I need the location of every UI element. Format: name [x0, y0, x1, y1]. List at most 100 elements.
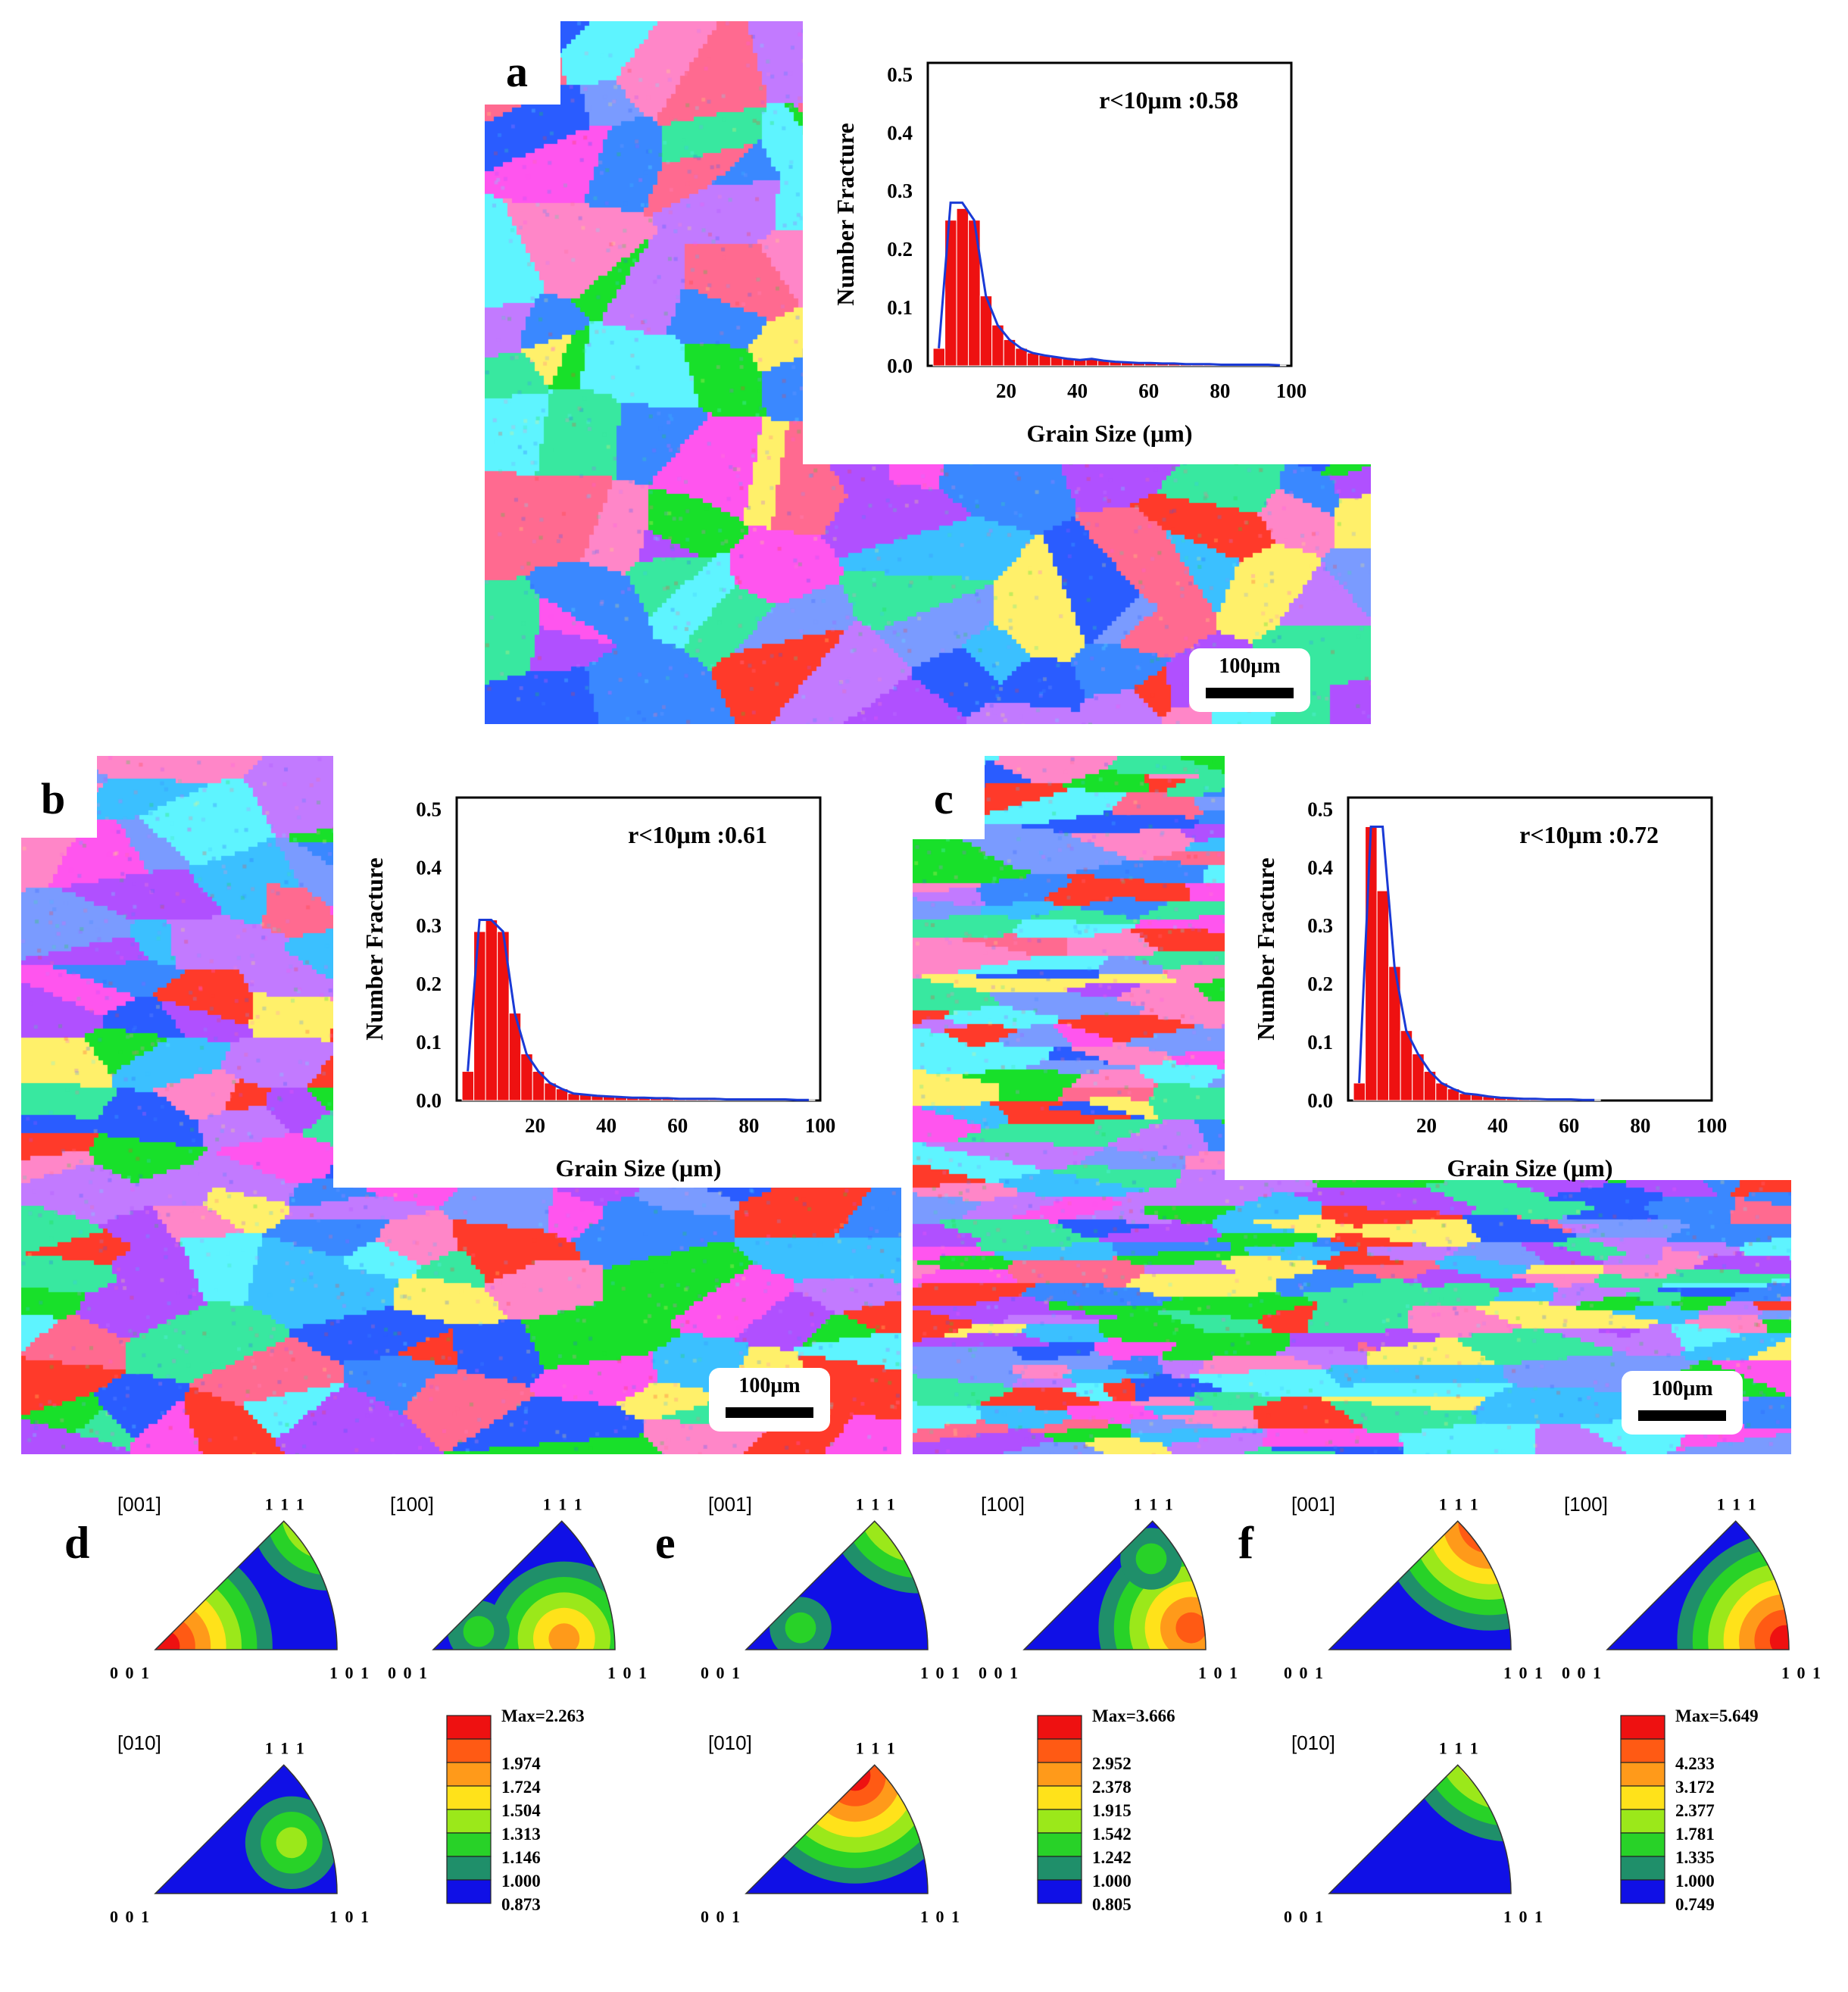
y-tick-label: 0.2	[887, 238, 913, 261]
ipf-contours	[155, 1765, 337, 1894]
ipf-contour-level	[1480, 1703, 1542, 1765]
legend-level: 1.000	[1675, 1872, 1715, 1891]
y-tick-label: 0.4	[416, 856, 442, 879]
legend-level: 3.172	[1675, 1778, 1715, 1797]
histogram-bar	[932, 348, 946, 367]
panel-letter: b	[41, 774, 66, 823]
ipf-corner-101: 1 0 1	[920, 1907, 961, 1926]
histogram-chart: 0.0 0.1 0.2 0.3 0.4 0.5 20 40 60 80 100 Grain Size …	[832, 61, 1306, 447]
ipf-corner-101: 1 0 1	[329, 1663, 370, 1682]
scale-bar-line	[1206, 688, 1294, 698]
ipf-contours	[1024, 1521, 1206, 1650]
ipf-contour-level	[297, 1521, 337, 1544]
panel-letter: c	[934, 774, 954, 823]
ipf-corner-101: 1 0 1	[1503, 1907, 1544, 1926]
ipf-outline	[745, 1764, 929, 1894]
legend-swatch	[1037, 1809, 1082, 1834]
ipf-contour-level	[888, 1521, 928, 1531]
ipf-contour-level	[1769, 1625, 1789, 1650]
ipf-direction-label: [010]	[117, 1731, 161, 1754]
ipf-contour-level	[1464, 1765, 1511, 1780]
y-tick-label: 0.4	[1307, 856, 1333, 879]
x-tick-label: 60	[1559, 1114, 1579, 1137]
legend-level: 1.000	[501, 1872, 541, 1891]
y-tick-label: 0.3	[887, 180, 913, 202]
panel-letter: e	[655, 1518, 676, 1568]
y-tick-label: 0.2	[1307, 973, 1333, 995]
x-tick-label: 20	[996, 379, 1016, 402]
legend-level: 1.504	[501, 1801, 541, 1820]
y-tick-label: 0.1	[887, 296, 913, 319]
y-axis-label: Number Fracture	[832, 123, 859, 305]
ipf-corner-101: 1 0 1	[1781, 1663, 1822, 1682]
ipf-outline	[745, 1520, 929, 1650]
ipf-contours	[433, 1521, 615, 1650]
panel-corner-mask	[485, 21, 560, 105]
legend-level: 2.377	[1675, 1801, 1715, 1820]
y-tick-label: 0.3	[1307, 914, 1333, 937]
ipf-corner-001: 0 0 1	[388, 1663, 429, 1682]
ipf-corner-111: 1 1 1	[543, 1494, 584, 1513]
y-tick-label: 0.0	[416, 1089, 442, 1112]
histogram-bar	[1376, 890, 1390, 1101]
x-tick-label: 40	[1487, 1114, 1508, 1137]
x-tick-label: 40	[596, 1114, 617, 1137]
x-axis-label: Grain Size (μm)	[556, 1154, 722, 1182]
legend-swatch	[1620, 1785, 1665, 1810]
histogram-bar	[485, 920, 498, 1101]
ipf-contours	[746, 1488, 935, 1650]
y-axis-label: Number Fracture	[361, 857, 388, 1040]
panel-a: a 0.0 0.1 0.2 0.3 0.4 0.5 20 40 60 80 100 Grain Siz…	[485, 21, 1371, 724]
scale-bar-label: 100μm	[738, 1374, 801, 1397]
ipf-contour-level	[785, 1612, 816, 1644]
scale-bar-label: 100μm	[1219, 654, 1281, 678]
ipf-corner-001: 0 0 1	[701, 1907, 741, 1926]
legend-level: 1.542	[1092, 1825, 1132, 1844]
ipf-figure: d [001] 0 0 1 1 0 1 1 1 1 [100] 0 0 1 1 0 1 1 1 …	[64, 1493, 648, 1926]
legend-level: 0.873	[501, 1895, 541, 1914]
ipf-direction-label: [100]	[1564, 1493, 1608, 1516]
ipf-corner-001: 0 0 1	[701, 1663, 741, 1682]
panel-letter: a	[506, 47, 528, 96]
panel-corner-mask	[21, 756, 97, 838]
ipf-contour-level	[1449, 1765, 1511, 1796]
legend-swatch	[1037, 1762, 1082, 1787]
legend-max: Max=2.263	[501, 1706, 585, 1725]
ipf-contour-level	[548, 1623, 580, 1650]
legend-level: 0.749	[1675, 1895, 1715, 1914]
y-tick-label: 0.4	[887, 121, 913, 144]
scale-bar-line	[1638, 1410, 1726, 1421]
legend-swatch	[1620, 1715, 1665, 1740]
ipf-contour-level	[463, 1616, 495, 1647]
ipf-contour-level	[904, 1488, 935, 1516]
histogram-chart: 0.0 0.1 0.2 0.3 0.4 0.5 20 40 60 80 100 Grain Size …	[361, 796, 835, 1182]
legend-swatch	[1037, 1738, 1082, 1763]
scale-bar: 100μm	[709, 1368, 830, 1432]
x-axis-label: Grain Size (μm)	[1027, 420, 1193, 447]
ipf-corner-101: 1 0 1	[607, 1663, 648, 1682]
ipf-corner-101: 1 0 1	[1503, 1663, 1544, 1682]
legend-swatch	[446, 1832, 492, 1857]
ipf-outline	[154, 1520, 338, 1650]
ipf-corner-111: 1 1 1	[856, 1494, 897, 1513]
ipf-corner-101: 1 0 1	[1198, 1663, 1239, 1682]
legend-swatch	[446, 1879, 492, 1904]
ipf-outline	[1022, 1520, 1207, 1650]
legend-swatch	[446, 1715, 492, 1740]
legend-swatch	[446, 1738, 492, 1763]
legend-swatch	[1620, 1738, 1665, 1763]
ipf-corner-001: 0 0 1	[1284, 1907, 1325, 1926]
ipf-outline	[432, 1520, 616, 1650]
ipf-corner-111: 1 1 1	[1717, 1494, 1758, 1513]
x-tick-label: 80	[738, 1114, 759, 1137]
ipf-corner-111: 1 1 1	[856, 1738, 897, 1757]
panel-c: c 0.0 0.1 0.2 0.3 0.4 0.5 20 40 60 80 100 Grain Siz…	[913, 756, 1791, 1454]
ipf-contour-level	[1403, 1765, 1511, 1842]
ipf-corner-111: 1 1 1	[1439, 1494, 1480, 1513]
legend-swatch	[1620, 1809, 1665, 1834]
ipf-corner-111: 1 1 1	[1134, 1494, 1175, 1513]
histogram-bar	[956, 208, 969, 367]
ipf-corner-101: 1 0 1	[329, 1907, 370, 1926]
ipf-direction-label: [100]	[981, 1493, 1025, 1516]
legend-swatch	[446, 1785, 492, 1810]
